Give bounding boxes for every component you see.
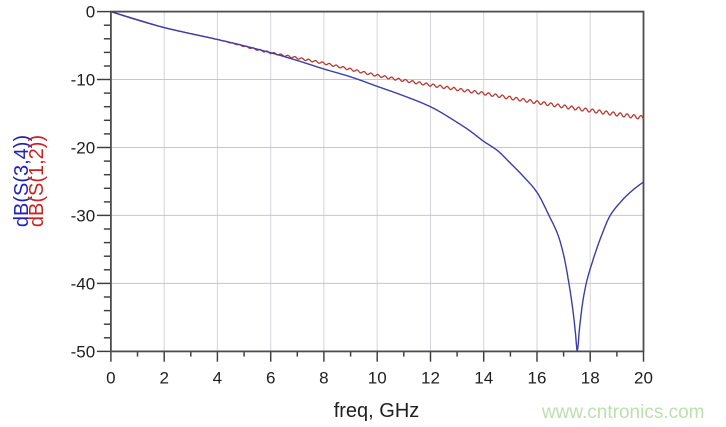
svg-text:20: 20 — [634, 369, 653, 388]
svg-text:-20: -20 — [71, 139, 96, 158]
svg-text:-30: -30 — [71, 206, 96, 225]
svg-text:12: 12 — [421, 369, 440, 388]
svg-text:dB(S(3,4)): dB(S(3,4)) — [11, 135, 33, 227]
svg-text:2: 2 — [159, 369, 168, 388]
svg-text:0: 0 — [106, 369, 115, 388]
svg-text:-10: -10 — [71, 71, 96, 90]
svg-text:10: 10 — [368, 369, 387, 388]
svg-text:14: 14 — [474, 369, 493, 388]
svg-text:4: 4 — [213, 369, 222, 388]
svg-text:0: 0 — [86, 3, 95, 22]
svg-text:dB(S(1,2)): dB(S(1,2)) — [26, 135, 48, 227]
svg-text:freq, GHz: freq, GHz — [334, 400, 420, 422]
svg-text:-50: -50 — [71, 342, 96, 361]
svg-text:6: 6 — [266, 369, 275, 388]
svg-text:www.cntronics.com: www.cntronics.com — [541, 402, 705, 423]
svg-text:-40: -40 — [71, 274, 96, 293]
svg-text:18: 18 — [581, 369, 600, 388]
svg-text:8: 8 — [319, 369, 328, 388]
svg-text:16: 16 — [528, 369, 547, 388]
